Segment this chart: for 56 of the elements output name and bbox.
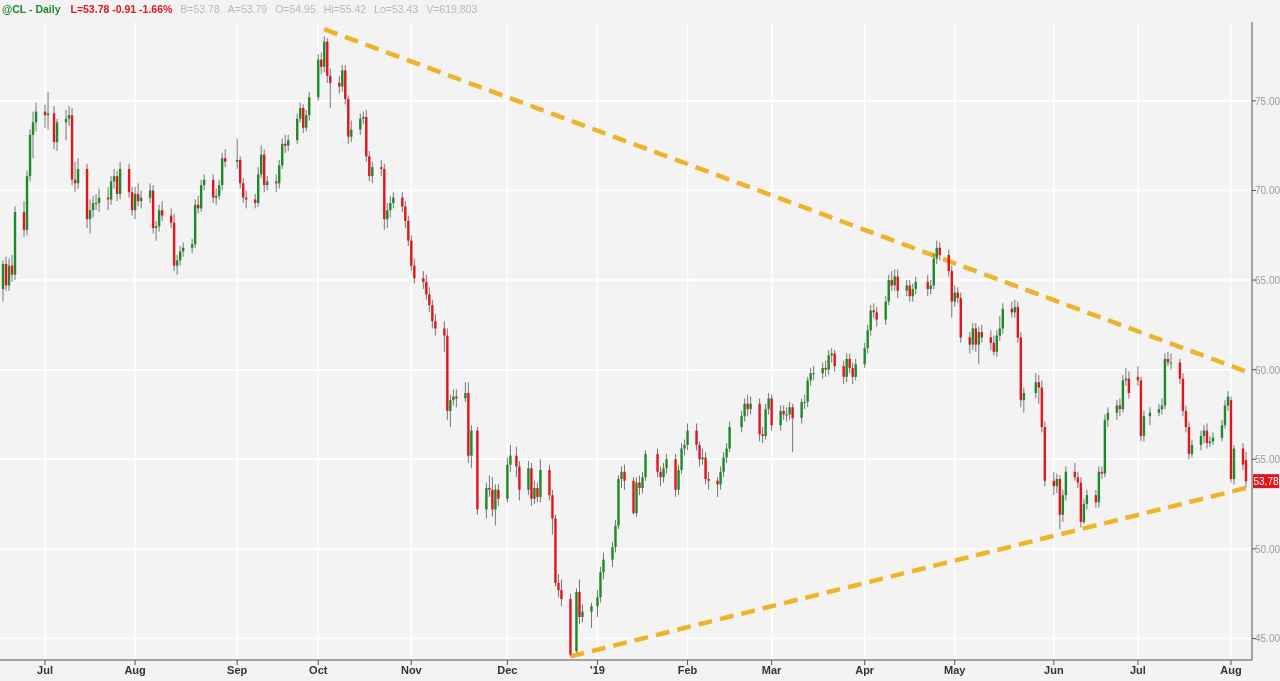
candlestick [494,483,497,527]
candlestick [800,397,803,424]
chart-title: @CL - Daily [2,3,61,15]
chart-subtitle: L=53.78 -0.91 -1.66% [70,3,174,15]
candlestick [464,381,467,403]
x-tick-label: Jul [37,664,53,676]
candlestick [746,394,749,417]
candlestick [1169,353,1173,371]
y-tick-label: 70.00 [1255,185,1280,197]
text: Hi=55.42 [323,3,367,15]
y-tick-label: 60.00 [1255,364,1280,376]
candlestick [875,306,878,328]
candlestick [527,460,530,496]
candlestick [779,405,782,432]
y-tick-label: 75.00 [1255,95,1280,107]
x-tick-label: Sep [227,664,248,676]
text: Lo=53.43 [374,3,419,15]
x-tick-label: Aug [1220,664,1242,676]
candlestick [533,480,536,505]
x-tick-label: Nov [400,664,423,676]
candlestick [716,476,719,498]
candlestick [833,349,836,372]
x-tick-label: Jul [1129,664,1146,676]
x-tick-label: Apr [855,664,875,676]
candlestick [638,474,641,496]
y-tick-label: 55.00 [1255,454,1280,466]
candlestick [968,331,971,355]
candlestick [854,358,857,381]
y-tick-label: 45.00 [1255,633,1280,645]
x-tick-label: Mar [761,664,783,676]
x-tick-label: Dec [497,664,518,676]
y-tick-label: 65.00 [1255,275,1280,287]
candlestick [989,329,992,351]
x-tick-label: Aug [124,664,146,676]
candlestick [560,578,563,607]
x-tick-label: May [944,664,967,676]
candlestick [536,482,539,503]
candlestick [590,602,593,629]
x-tick-label: '19 [590,664,605,676]
candlestick [46,91,50,131]
candlestick [491,476,494,518]
x-tick-label: Oct [309,664,328,676]
text: A=53.79 [227,3,268,15]
candlestick [623,464,626,491]
candlestick [812,365,815,381]
text: V=619,803 [426,3,478,15]
text: 53.78 [1253,476,1279,488]
y-tick-label: 50.00 [1255,543,1280,555]
x-tick-label: Feb [677,664,698,676]
x-tick-label: Jun [1044,664,1064,676]
candlestick [497,483,500,507]
text: O=54.95 [275,3,316,15]
candlestick [235,137,239,170]
text: B=53.78 [180,3,220,15]
candlestick [845,353,848,383]
candlestick [842,360,845,385]
